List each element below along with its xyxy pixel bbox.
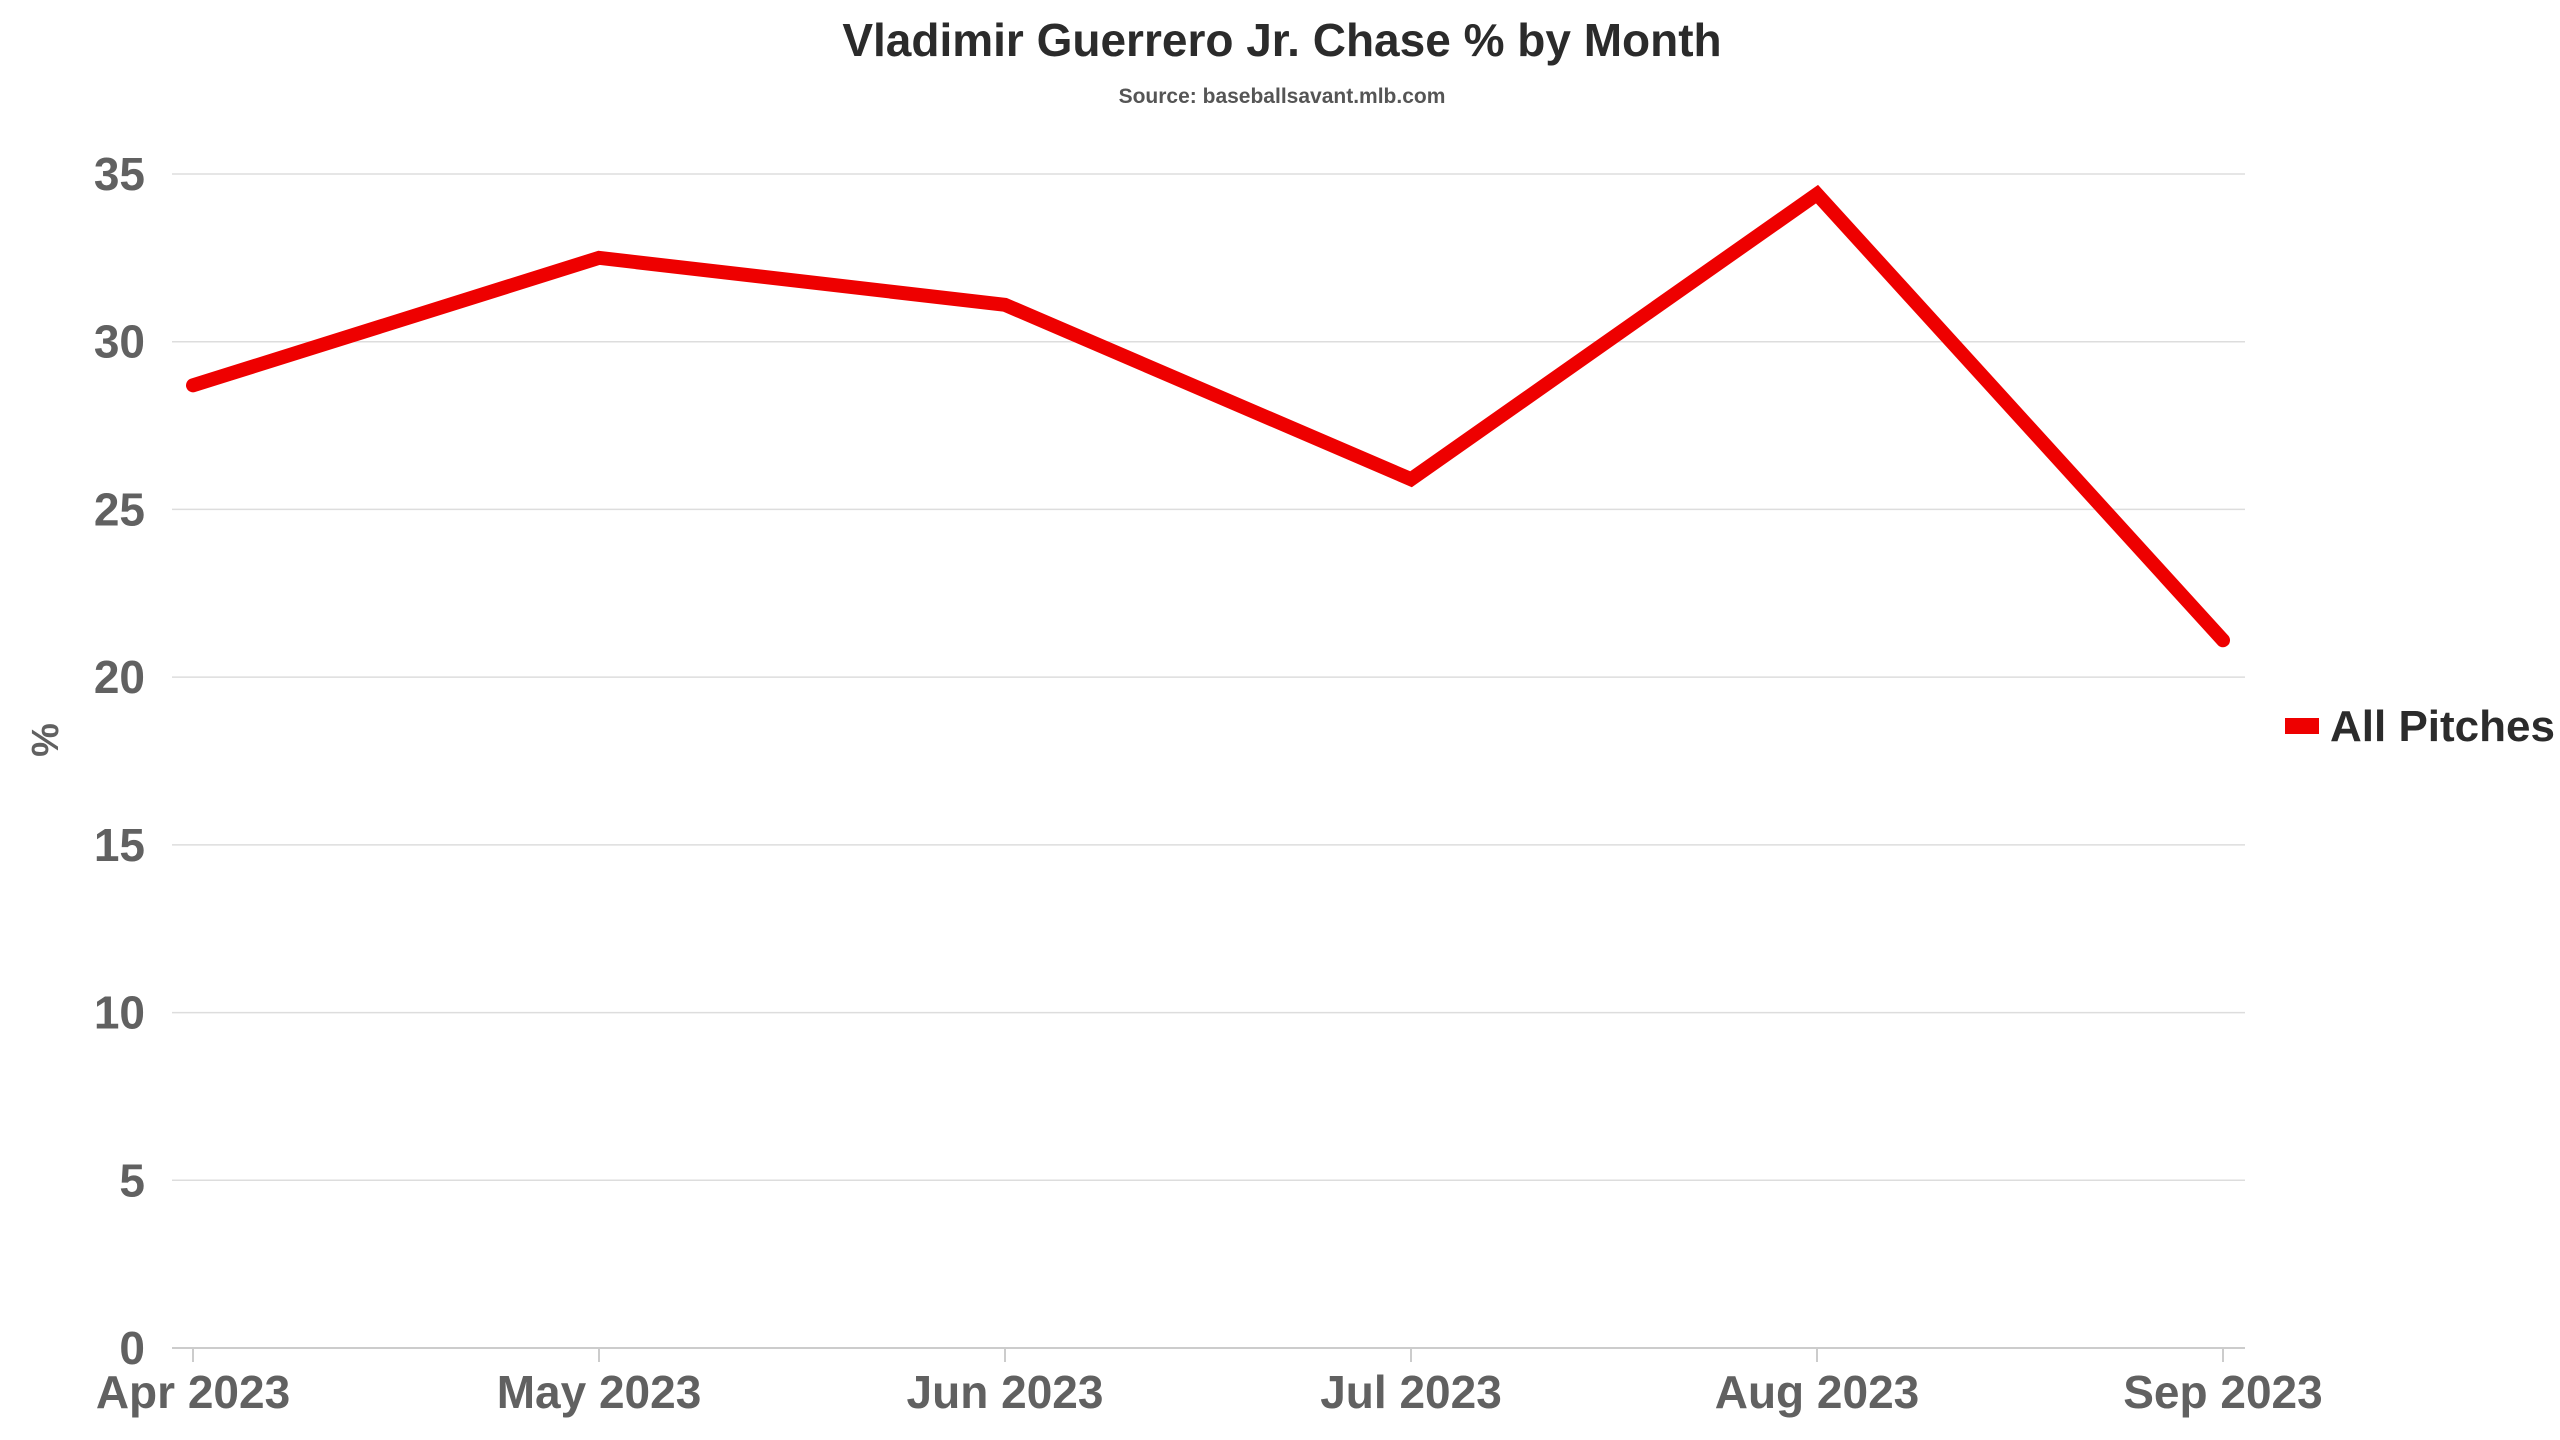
x-axis-labels: Apr 2023 May 2023 Jun 2023 Jul 2023 Aug 2023…	[96, 1366, 2323, 1418]
data-point-0-5	[2221, 638, 2225, 643]
x-axis	[172, 1347, 2245, 1362]
x-tick-label-0: Apr 2023	[96, 1366, 290, 1418]
x-tick-label-5: Sep 2023	[2123, 1366, 2322, 1418]
y-tick-label-25: 25	[94, 483, 145, 535]
y-axis-title: %	[25, 723, 67, 757]
chart-title: Vladimir Guerrero Jr. Chase % by Month	[842, 14, 1721, 66]
x-tick-label-3: Jul 2023	[1320, 1366, 1502, 1418]
y-tick-label-15: 15	[94, 819, 145, 871]
y-tick-label-10: 10	[94, 987, 145, 1039]
series-line-0	[186, 184, 2230, 648]
y-tick-label-35: 35	[94, 148, 145, 200]
data-point-0-2	[1003, 302, 1007, 307]
y-tick-label-20: 20	[94, 651, 145, 703]
data-point-0-4	[1815, 192, 1819, 197]
series-layer	[186, 184, 2230, 648]
data-point-0-3	[1409, 477, 1413, 482]
legend-swatch-0	[2285, 718, 2319, 734]
data-point-0-0	[191, 383, 195, 388]
x-tick-label-2: Jun 2023	[907, 1366, 1104, 1418]
y-tick-label-0: 0	[119, 1322, 145, 1374]
x-tick-label-4: Aug 2023	[1715, 1366, 1920, 1418]
y-tick-label-5: 5	[119, 1154, 145, 1206]
legend-label-0: All Pitches	[2330, 702, 2555, 751]
legend: All Pitches	[2285, 702, 2555, 751]
x-tick-label-1: May 2023	[497, 1366, 702, 1418]
y-tick-label-30: 30	[94, 316, 145, 368]
chart-subtitle: Source: baseballsavant.mlb.com	[1119, 85, 1446, 108]
data-point-0-1	[597, 255, 601, 260]
y-axis: 0 5 10 15 20 25 30 35	[94, 148, 145, 1374]
gridlines	[172, 173, 2245, 1182]
